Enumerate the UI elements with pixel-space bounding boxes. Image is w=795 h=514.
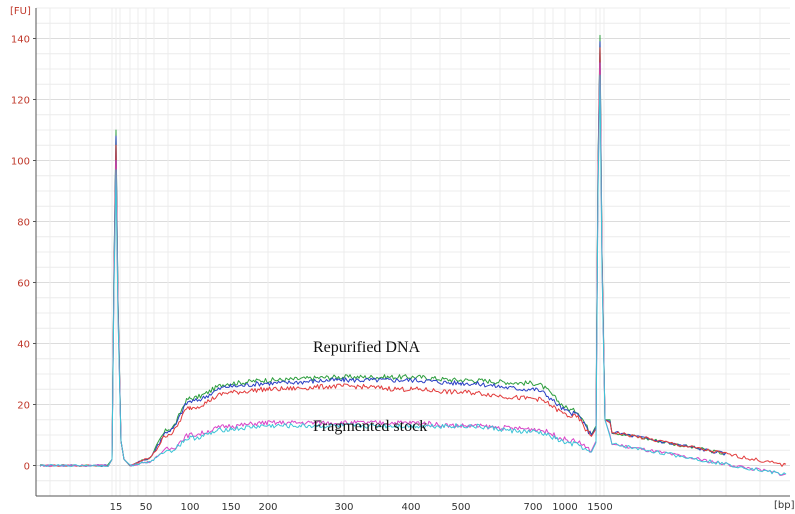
- y-tick-label: 60: [17, 279, 30, 290]
- x-unit-label: [bp]: [774, 500, 795, 511]
- y-tick-labels: 0 20 40 60 80 100 120 140: [11, 35, 36, 473]
- y-tick-label: 140: [11, 35, 30, 46]
- x-tick-label: 50: [140, 502, 153, 513]
- x-tick-label: 200: [258, 502, 277, 513]
- x-tick-label: 400: [401, 502, 420, 513]
- annotation-repurified: Repurified DNA: [313, 339, 421, 356]
- y-tick-label: 0: [24, 462, 30, 473]
- y-tick-label: 100: [11, 157, 30, 168]
- x-tick-label: 1000: [552, 502, 577, 513]
- x-tick-label: 150: [221, 502, 240, 513]
- x-tick-label: 100: [180, 502, 199, 513]
- series-lines: [39, 34, 787, 476]
- series-line-red: [39, 47, 787, 467]
- x-tick-label: 300: [334, 502, 353, 513]
- x-tick-label: 700: [523, 502, 542, 513]
- y-tick-label: 80: [17, 218, 30, 229]
- series-line-green: [39, 34, 727, 467]
- series-line-magenta: [39, 62, 787, 476]
- x-tick-label: 500: [451, 502, 470, 513]
- y-tick-label: 40: [17, 340, 30, 351]
- y-tick-label: 120: [11, 96, 30, 107]
- y-unit-label: [FU]: [10, 6, 31, 17]
- x-tick-label: 15: [110, 502, 123, 513]
- axes: [35, 8, 790, 497]
- series-line-blue: [39, 41, 727, 467]
- x-tick-label: 1500: [587, 502, 612, 513]
- annotation-fragmented: Fragmented stock: [313, 418, 427, 435]
- series-line-cyan: [39, 74, 787, 476]
- y-tick-label: 20: [17, 401, 30, 412]
- x-tick-labels: 15 50 100 150 200 300 400 500 700 1000 1500: [110, 502, 613, 513]
